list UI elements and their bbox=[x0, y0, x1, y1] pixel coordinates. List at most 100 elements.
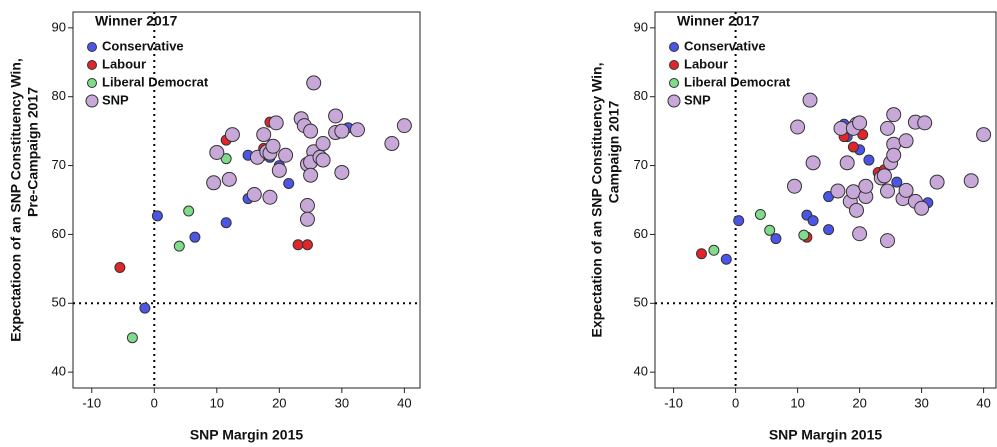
point bbox=[733, 215, 745, 227]
point bbox=[334, 123, 350, 139]
legend-label: Conservative bbox=[684, 38, 766, 53]
point bbox=[315, 136, 331, 152]
legend-marker bbox=[87, 78, 97, 88]
point bbox=[880, 183, 895, 199]
legend-label: Liberal Democrat bbox=[102, 74, 209, 89]
x-tick-label: 30 bbox=[335, 395, 349, 410]
point bbox=[720, 253, 732, 265]
point bbox=[256, 127, 272, 143]
point bbox=[224, 127, 240, 143]
legend-marker bbox=[87, 60, 97, 70]
y-axis-title: Expectation of an SNP Constituency Win, bbox=[589, 63, 605, 338]
x-tick-label: -10 bbox=[82, 395, 101, 410]
y-tick-label: 60 bbox=[52, 226, 66, 241]
point bbox=[805, 155, 821, 171]
point bbox=[917, 115, 933, 131]
point bbox=[301, 239, 313, 251]
point bbox=[292, 239, 304, 251]
point bbox=[770, 233, 782, 245]
point bbox=[849, 202, 864, 218]
y-tick-label: 40 bbox=[52, 364, 66, 379]
point bbox=[963, 173, 979, 189]
point bbox=[303, 167, 319, 183]
point bbox=[246, 186, 262, 202]
point bbox=[858, 178, 874, 194]
point bbox=[328, 108, 344, 124]
y-tick-label: 90 bbox=[634, 19, 648, 34]
point bbox=[863, 154, 875, 166]
point bbox=[823, 224, 835, 236]
x-tick-label: 0 bbox=[151, 395, 158, 410]
legend-label: SNP bbox=[102, 92, 129, 107]
x-axis-title: SNP Margin 2015 bbox=[769, 427, 883, 443]
point bbox=[764, 224, 776, 236]
point bbox=[299, 198, 315, 214]
point bbox=[206, 175, 222, 191]
point bbox=[334, 164, 350, 180]
point bbox=[880, 233, 895, 249]
point bbox=[349, 122, 365, 138]
point bbox=[384, 136, 400, 152]
legend-marker bbox=[669, 42, 679, 52]
legend-label: Labour bbox=[102, 56, 146, 71]
point bbox=[262, 189, 278, 205]
y-tick-label: 50 bbox=[634, 295, 648, 310]
x-tick-label: 40 bbox=[976, 395, 990, 410]
point bbox=[265, 138, 281, 154]
point bbox=[754, 208, 766, 220]
point bbox=[396, 118, 412, 134]
point bbox=[221, 171, 237, 187]
point bbox=[708, 244, 720, 256]
point bbox=[114, 261, 126, 273]
point bbox=[189, 231, 201, 243]
point bbox=[283, 177, 295, 189]
point bbox=[929, 174, 945, 190]
y-axis-title: Pre-Campaign 2017 bbox=[25, 87, 41, 217]
legend-label: Conservative bbox=[102, 38, 184, 53]
point bbox=[876, 168, 892, 184]
point bbox=[880, 120, 895, 136]
point bbox=[886, 147, 902, 163]
point bbox=[914, 200, 930, 216]
point bbox=[306, 75, 322, 91]
point bbox=[268, 115, 284, 131]
point bbox=[798, 229, 810, 241]
point bbox=[139, 302, 151, 314]
point bbox=[807, 215, 819, 227]
x-tick-label: 30 bbox=[914, 395, 928, 410]
point bbox=[891, 176, 903, 188]
point bbox=[852, 115, 868, 131]
point bbox=[839, 155, 855, 171]
point bbox=[278, 147, 294, 163]
y-tick-label: 70 bbox=[52, 157, 66, 172]
point bbox=[802, 92, 818, 108]
x-tick-label: 10 bbox=[210, 395, 224, 410]
y-tick-label: 40 bbox=[634, 364, 648, 379]
y-tick-label: 70 bbox=[634, 157, 648, 172]
point bbox=[220, 153, 232, 165]
point bbox=[315, 152, 331, 168]
legend-title: Winner 2017 bbox=[95, 13, 178, 29]
point bbox=[830, 183, 846, 199]
y-tick-label: 60 bbox=[634, 226, 648, 241]
legend-marker bbox=[669, 78, 679, 88]
point bbox=[173, 240, 185, 252]
y-axis-title: Campaign 2017 bbox=[606, 100, 622, 203]
x-tick-label: -10 bbox=[664, 395, 683, 410]
y-tick-label: 80 bbox=[634, 88, 648, 103]
legend-marker bbox=[85, 94, 99, 108]
x-tick-label: 20 bbox=[852, 395, 866, 410]
y-axis-title: Expectatioon of an SNP Constituency Win, bbox=[8, 58, 24, 342]
point bbox=[303, 123, 319, 139]
legend-label: Labour bbox=[684, 56, 728, 71]
x-axis-title: SNP Margin 2015 bbox=[190, 427, 304, 443]
y-tick-label: 80 bbox=[52, 88, 66, 103]
point bbox=[220, 217, 232, 229]
point bbox=[845, 184, 861, 200]
point bbox=[898, 182, 914, 198]
x-tick-label: 0 bbox=[732, 395, 739, 410]
point bbox=[126, 332, 138, 344]
point bbox=[787, 178, 802, 194]
x-tick-label: 20 bbox=[272, 395, 286, 410]
legend-marker bbox=[667, 94, 681, 108]
